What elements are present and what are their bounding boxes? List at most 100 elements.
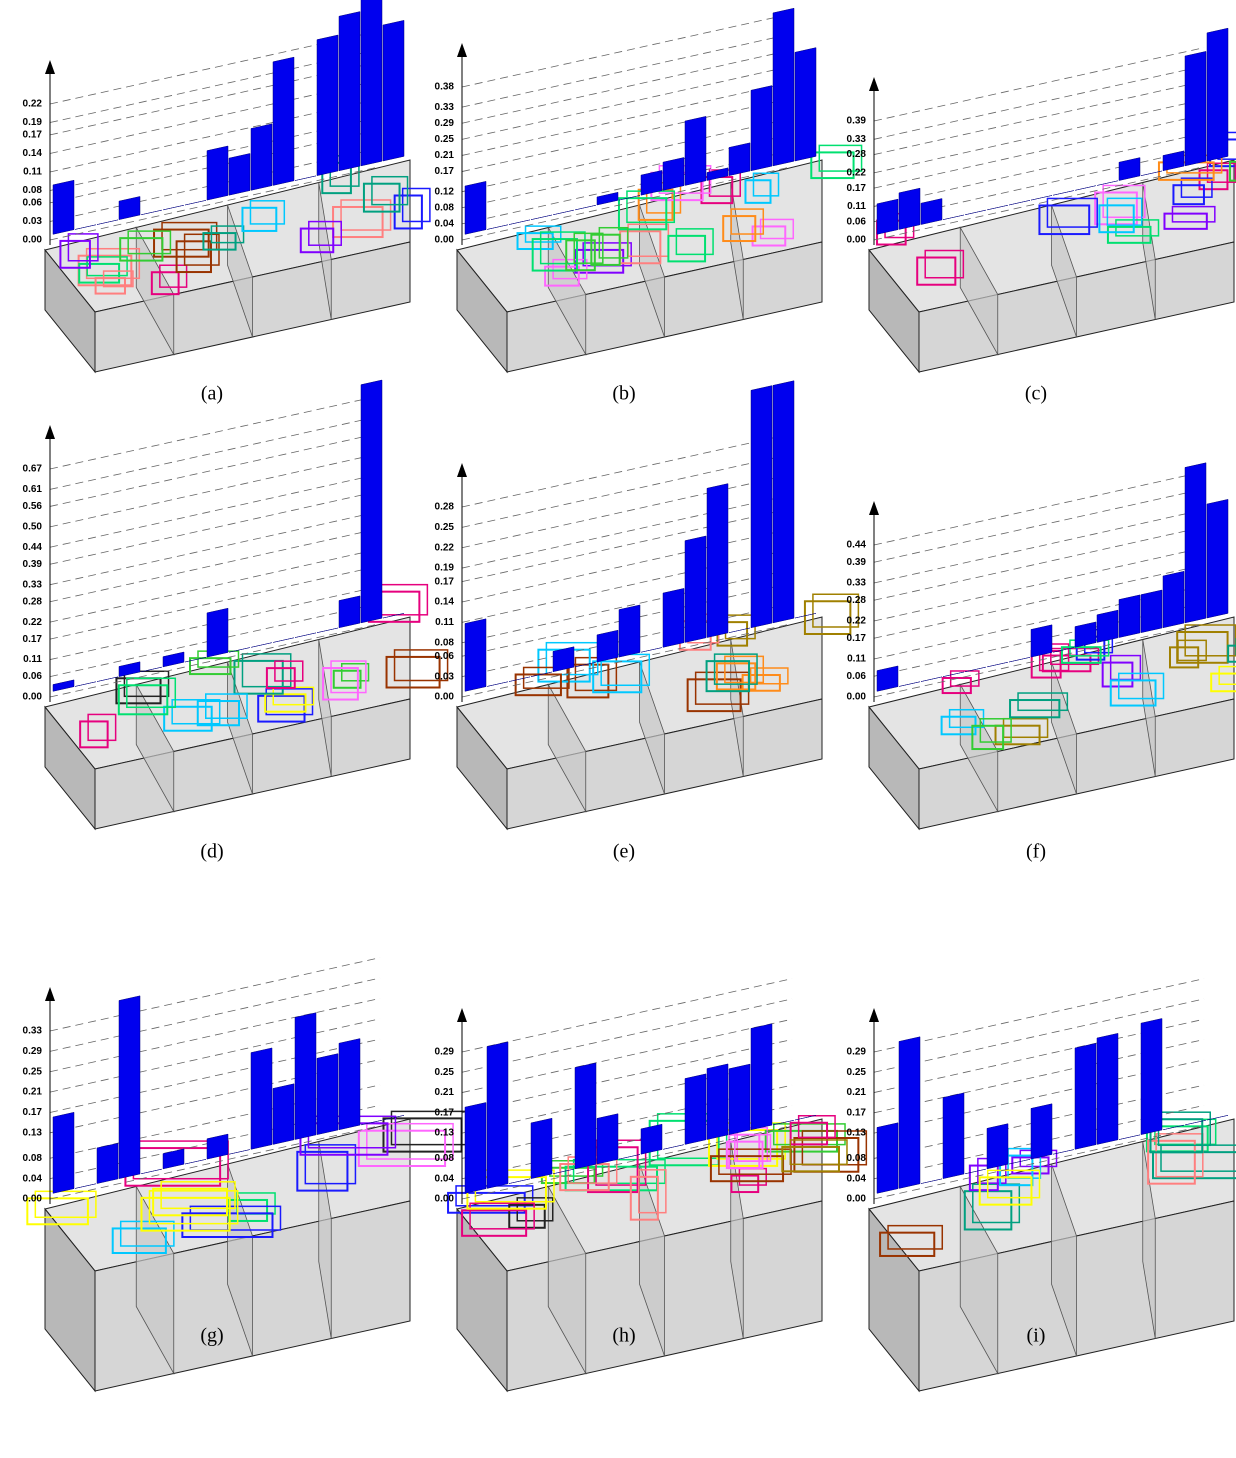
y-tick-label: 0.33 [23,579,43,590]
y-tick-label: 0.44 [23,542,43,553]
y-tick-label: 0.29 [435,118,455,129]
grid-line [462,508,792,581]
grid-line [462,495,792,568]
bar [339,12,360,171]
y-tick-label: 0.25 [435,522,455,533]
bar [1031,1104,1052,1159]
axis-arrow [457,1008,467,1022]
bar [641,1124,662,1154]
grid-line [462,34,792,107]
bar [987,662,1008,667]
bar [1031,625,1052,657]
grid-line [50,491,380,564]
bar [877,666,898,691]
bar [465,619,486,692]
bar [509,677,530,682]
y-tick-label: 0.21 [435,150,455,161]
caption: (a) [201,383,223,405]
bar [207,608,228,657]
bar [361,0,382,166]
y-tick-label: 0.08 [435,637,455,648]
bar [1119,1135,1140,1140]
bar [317,1054,338,1135]
y-tick-label: 0.11 [23,654,42,665]
bar [921,677,942,682]
grid-line [874,81,1204,154]
axis-arrow [869,1008,879,1022]
bar [119,196,140,219]
y-tick-label: 0.14 [435,597,455,608]
y-tick-label: 0.39 [847,557,867,568]
bar [575,1063,596,1169]
y-tick-label: 0.19 [23,117,43,128]
y-tick-label: 0.17 [23,1107,43,1118]
bar [729,143,750,176]
y-tick-label: 0.25 [23,1066,43,1077]
bar [1097,1033,1118,1144]
caption: (g) [200,1325,223,1347]
grid-line [874,472,1204,545]
bar [877,199,898,234]
y-tick-label: 0.38 [435,82,455,93]
y-tick-label: 0.25 [847,1067,867,1078]
y-tick-label: 0.17 [23,634,43,645]
bar [773,8,794,166]
y-tick-label: 0.06 [847,216,867,227]
bar [53,1112,74,1193]
axis-arrow [869,77,879,91]
bar [119,662,140,677]
bar [185,1159,206,1164]
bar [97,677,118,682]
bar [685,116,706,185]
y-tick-label: 0.33 [847,578,867,589]
y-tick-label: 0.00 [435,1194,455,1205]
bar [97,1143,118,1183]
bar [943,215,964,220]
y-tick-label: 0.39 [23,559,43,570]
bar [509,1179,530,1184]
bar [509,220,530,225]
y-tick-label: 0.50 [23,521,43,532]
grid-line [50,433,380,506]
bar [1097,610,1118,642]
bar [273,638,294,643]
bar [685,1074,706,1145]
caption: (i) [1027,1325,1046,1347]
bar [1075,1043,1096,1149]
y-tick-label: 0.13 [23,1127,43,1138]
grid-line [50,474,380,547]
y-tick-label: 0.33 [23,1026,43,1037]
bar [1009,200,1030,205]
bar [965,1169,986,1174]
grid-line [462,14,792,87]
grid-line [462,979,792,1052]
bar [1163,151,1184,171]
bar [207,146,228,200]
bar [251,124,272,190]
bar [339,1039,360,1130]
bar [921,199,942,225]
bar [185,200,206,205]
bar [707,1064,728,1140]
bar [877,1123,898,1194]
bar [317,35,338,176]
grid-line [462,66,792,139]
bar [163,652,184,667]
y-tick-label: 0.03 [23,216,43,227]
y-tick-label: 0.08 [435,1153,455,1164]
y-tick-label: 0.22 [847,168,867,179]
y-tick-label: 0.28 [23,596,43,607]
bar [899,1037,920,1189]
y-tick-label: 0.12 [435,186,455,197]
y-tick-label: 0.00 [23,235,43,246]
bar [641,170,662,195]
bar [141,210,162,215]
y-tick-label: 0.28 [847,595,867,606]
bar [1207,499,1228,618]
bar [943,1093,964,1179]
bar [685,536,706,642]
grid-line [874,115,1204,188]
y-tick-label: 0.08 [23,1153,43,1164]
caption: (e) [613,841,635,863]
grid-line [50,511,380,584]
